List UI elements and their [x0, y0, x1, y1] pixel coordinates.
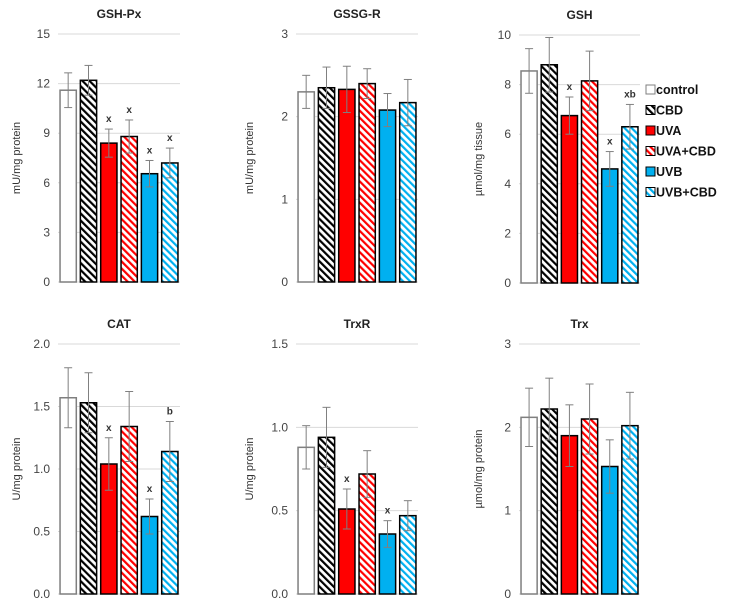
- legend-label: UVA+CBD: [656, 145, 716, 159]
- chart-title: Trx: [570, 317, 588, 331]
- significance-label: x: [147, 145, 153, 156]
- significance-label: b: [167, 407, 173, 418]
- legend-label: UVB: [656, 165, 682, 179]
- y-tick-label: 2: [504, 420, 511, 434]
- y-tick-label: 2: [504, 226, 511, 240]
- significance-label: x: [106, 114, 112, 125]
- y-tick-label: 1: [504, 504, 511, 518]
- y-tick-label: 10: [498, 28, 512, 42]
- significance-label: x: [344, 474, 350, 485]
- chart-title: TrxR: [344, 317, 371, 331]
- y-tick-label: 0: [281, 275, 288, 289]
- bar-uvb-cbd: [621, 126, 639, 284]
- y-tick-label: 12: [37, 77, 51, 91]
- legend-swatch: [645, 84, 656, 95]
- bar-uva: [99, 142, 118, 283]
- y-tick-label: 9: [43, 126, 50, 140]
- legend-item: control: [645, 83, 698, 97]
- significance-label: xb: [624, 89, 636, 100]
- y-tick-label: 2.0: [33, 337, 50, 351]
- y-axis-label: mU/mg protein: [11, 122, 23, 194]
- y-tick-label: 0.0: [271, 587, 288, 601]
- bar-cbd: [317, 86, 336, 283]
- bar-uvb-cbd: [398, 101, 417, 283]
- legend-swatch: [645, 187, 656, 197]
- bar-control: [520, 70, 538, 284]
- y-tick-label: 0.5: [33, 525, 50, 539]
- y-tick-label: 6: [43, 176, 50, 190]
- significance-label: x: [167, 133, 173, 144]
- y-tick-label: 6: [504, 127, 511, 141]
- legend-swatch: [645, 166, 656, 177]
- significance-label: x: [147, 484, 153, 495]
- legend-swatch: [645, 125, 656, 136]
- legend-item: UVB: [645, 165, 682, 179]
- y-axis-label: U/mg protein: [11, 438, 23, 501]
- y-tick-label: 0.5: [271, 504, 288, 518]
- y-axis-label: mU/mg protein: [244, 122, 256, 194]
- legend-label: control: [656, 83, 698, 97]
- y-tick-label: 1.0: [33, 462, 50, 476]
- y-tick-label: 1: [281, 192, 288, 206]
- bar-cbd: [540, 64, 559, 284]
- bar-control: [297, 91, 316, 283]
- y-tick-label: 3: [281, 27, 288, 41]
- chart-title: CAT: [107, 317, 131, 331]
- chart-title: GSH-Px: [97, 7, 142, 21]
- y-tick-label: 1.0: [271, 420, 288, 434]
- legend-label: UVB+CBD: [656, 186, 717, 200]
- significance-label: x: [607, 137, 613, 148]
- chart-cat: CAT 0.0 0.5 1.0 1.5 2.0 U/mg protein x x b: [11, 317, 180, 601]
- y-axis-label: µmol/mg protein: [473, 429, 485, 508]
- bar-uva-cbd: [120, 135, 139, 283]
- y-tick-label: 8: [504, 78, 511, 92]
- legend-item: CBD: [645, 104, 683, 118]
- legend-label: CBD: [656, 104, 683, 118]
- y-axis-label: µmol/mg tissue: [473, 122, 485, 196]
- y-tick-label: 1.5: [271, 337, 288, 351]
- chart-gsh-px: GSH-Px 0 3 6 9 12 15 mU/mg protein x x x x: [11, 7, 180, 289]
- legend: control CBD UVA UVA+CBD UVB UVB+CBD: [645, 83, 717, 200]
- bar-uva: [560, 114, 579, 284]
- y-tick-label: 0: [43, 275, 50, 289]
- bar-uva: [337, 88, 356, 283]
- legend-item: UVA+CBD: [645, 145, 716, 159]
- bar-cbd: [79, 79, 98, 283]
- y-tick-label: 0: [504, 587, 511, 601]
- legend-label: UVA: [656, 124, 681, 138]
- chart-title: GSSG-R: [333, 7, 381, 21]
- y-tick-label: 0.0: [33, 587, 50, 601]
- bar-uva-cbd: [580, 80, 599, 284]
- chart-trxr: TrxR 0.0 0.5 1.0 1.5 U/mg protein x x: [244, 317, 418, 601]
- legend-item: UVA: [645, 124, 681, 138]
- significance-label: x: [567, 82, 573, 93]
- y-tick-label: 3: [43, 225, 50, 239]
- bar-uva-cbd: [358, 82, 377, 283]
- chart-title: GSH: [566, 8, 592, 22]
- legend-swatch: [645, 105, 656, 115]
- chart-trx: Trx 0 1 2 3 µmol/mg protein: [473, 317, 640, 601]
- chart-gsh: GSH 0 2 4 6 8 10 µmol/mg tissue x x xb: [473, 8, 640, 290]
- y-tick-label: 0: [504, 276, 511, 290]
- y-axis-label: U/mg protein: [244, 438, 256, 501]
- bar-uvb: [140, 172, 159, 283]
- chart-gssg-r: GSSG-R 0 1 2 3 mU/mg protein: [244, 7, 418, 289]
- bar-uvb: [378, 109, 397, 283]
- legend-swatch: [645, 146, 656, 156]
- bar-uvb-cbd: [160, 162, 179, 283]
- y-tick-label: 2: [281, 110, 288, 124]
- significance-label: x: [385, 506, 391, 517]
- bar-control: [59, 89, 78, 283]
- y-tick-label: 15: [37, 27, 51, 41]
- y-tick-label: 3: [504, 337, 511, 351]
- significance-label: x: [106, 423, 112, 434]
- y-tick-label: 1.5: [33, 400, 50, 414]
- legend-item: UVB+CBD: [645, 186, 717, 200]
- y-tick-label: 4: [504, 177, 511, 191]
- significance-label: x: [126, 105, 132, 116]
